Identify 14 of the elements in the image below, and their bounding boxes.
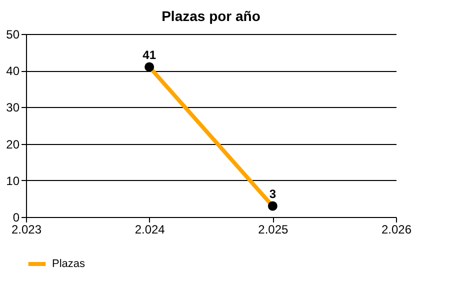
chart-title: Plazas por año bbox=[162, 8, 260, 24]
y-tick-label: 20 bbox=[6, 137, 20, 152]
x-tick-label: 2.024 bbox=[134, 222, 166, 236]
data-label: 3 bbox=[269, 187, 276, 202]
y-tick-label: 0 bbox=[12, 210, 20, 224]
y-tick-label: 10 bbox=[6, 174, 20, 188]
legend-label: Plazas bbox=[52, 258, 86, 270]
y-tick-label: 50 bbox=[6, 28, 20, 42]
y-tick-label: 40 bbox=[6, 64, 20, 78]
y-tick-label: 30 bbox=[6, 100, 20, 115]
x-tick-label: 2.023 bbox=[11, 222, 42, 236]
x-tick-label: 2.026 bbox=[381, 222, 412, 236]
x-tick-label: 2.025 bbox=[258, 222, 289, 236]
data-label: 41 bbox=[142, 48, 156, 62]
